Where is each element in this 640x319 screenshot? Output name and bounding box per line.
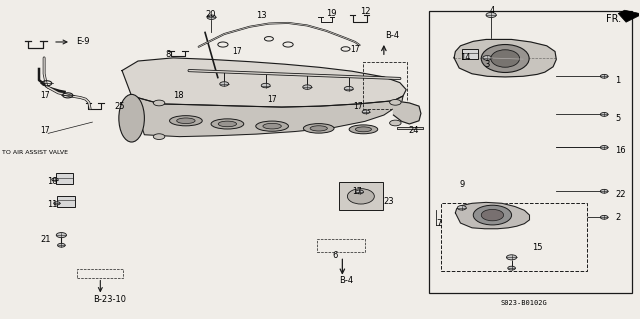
Ellipse shape [177, 118, 195, 123]
Bar [364, 62, 407, 109]
Bar [317, 239, 365, 252]
Ellipse shape [473, 205, 511, 225]
Text: 2: 2 [615, 213, 620, 222]
Circle shape [261, 83, 270, 88]
Text: 16: 16 [615, 146, 626, 155]
Polygon shape [394, 101, 421, 124]
Text: TO AIR ASSIST VALVE: TO AIR ASSIST VALVE [2, 150, 68, 155]
Ellipse shape [218, 121, 237, 127]
Text: 19: 19 [326, 9, 337, 18]
Text: 22: 22 [615, 190, 625, 199]
Text: 14: 14 [461, 53, 471, 62]
Bar [77, 269, 124, 278]
Bar [56, 174, 73, 184]
Circle shape [154, 134, 165, 139]
Polygon shape [456, 202, 529, 229]
Circle shape [600, 145, 608, 149]
Text: 20: 20 [205, 10, 216, 19]
Circle shape [154, 100, 165, 106]
Circle shape [486, 12, 496, 18]
Text: 10: 10 [47, 177, 57, 186]
Ellipse shape [119, 94, 145, 142]
Text: 17: 17 [40, 92, 50, 100]
Text: 17: 17 [353, 102, 363, 111]
Text: 9: 9 [460, 181, 465, 189]
Bar [57, 196, 75, 207]
Circle shape [220, 82, 228, 86]
Text: 13: 13 [256, 11, 267, 20]
Circle shape [390, 100, 401, 105]
Text: 11: 11 [47, 200, 57, 209]
Circle shape [362, 110, 370, 114]
Circle shape [344, 86, 353, 91]
Ellipse shape [263, 123, 282, 129]
Text: 8: 8 [166, 50, 171, 59]
Text: 17: 17 [232, 47, 241, 56]
Text: 17: 17 [351, 45, 360, 55]
Bar [462, 49, 478, 59]
Circle shape [207, 15, 216, 19]
Text: B-4: B-4 [385, 31, 399, 40]
Bar [339, 182, 383, 210]
Circle shape [303, 85, 312, 89]
Text: 18: 18 [173, 92, 184, 100]
Circle shape [458, 205, 467, 210]
Circle shape [52, 178, 58, 181]
Circle shape [390, 120, 401, 126]
Text: 12: 12 [360, 7, 370, 16]
Circle shape [600, 74, 608, 78]
Ellipse shape [256, 121, 289, 131]
Text: FR.: FR. [606, 14, 621, 24]
Circle shape [600, 113, 608, 116]
Ellipse shape [170, 116, 202, 126]
Circle shape [356, 190, 364, 194]
Circle shape [58, 243, 65, 247]
Polygon shape [122, 58, 406, 107]
Ellipse shape [211, 119, 244, 129]
Ellipse shape [349, 125, 378, 134]
Text: E-9: E-9 [76, 38, 90, 47]
Text: B-23-10: B-23-10 [93, 295, 126, 304]
Text: 17: 17 [268, 95, 277, 104]
Text: 6: 6 [333, 251, 338, 260]
Bar [429, 11, 632, 293]
Text: B-4: B-4 [339, 276, 353, 285]
Text: 23: 23 [384, 197, 394, 206]
Ellipse shape [481, 45, 529, 72]
Polygon shape [132, 96, 403, 137]
Text: 5: 5 [615, 114, 620, 123]
Circle shape [508, 266, 515, 270]
Bar [442, 203, 587, 271]
Ellipse shape [348, 189, 374, 204]
Text: 7: 7 [436, 219, 442, 228]
Polygon shape [618, 10, 640, 22]
Text: 17: 17 [353, 187, 362, 197]
Text: 1: 1 [615, 76, 620, 85]
Polygon shape [454, 40, 556, 77]
Text: 24: 24 [408, 126, 419, 135]
Text: 25: 25 [115, 102, 125, 111]
Circle shape [54, 202, 60, 205]
Circle shape [483, 56, 492, 60]
Text: 4: 4 [489, 6, 495, 15]
Ellipse shape [481, 209, 504, 221]
Text: S023-B0102G: S023-B0102G [501, 300, 548, 306]
Circle shape [600, 189, 608, 193]
Ellipse shape [303, 123, 334, 133]
Circle shape [506, 255, 516, 260]
Text: 17: 17 [40, 126, 50, 135]
Circle shape [56, 233, 67, 238]
Text: 3: 3 [484, 60, 490, 69]
Text: 21: 21 [40, 235, 51, 244]
Ellipse shape [310, 126, 327, 131]
Circle shape [600, 215, 608, 219]
Ellipse shape [491, 50, 520, 67]
Text: 15: 15 [532, 243, 543, 252]
Ellipse shape [355, 127, 371, 132]
